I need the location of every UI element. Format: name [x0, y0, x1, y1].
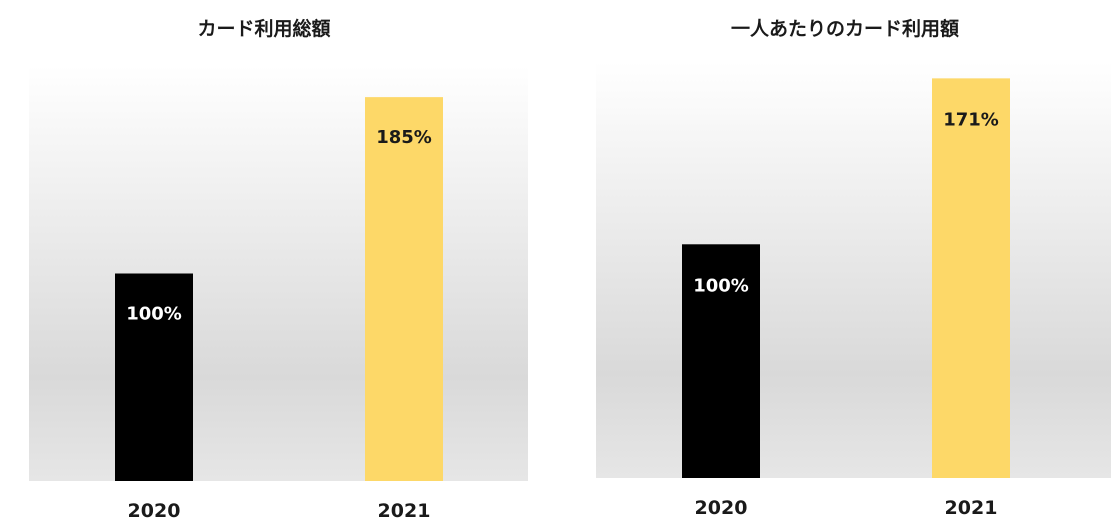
data-label-2020: 100%	[693, 275, 749, 296]
chart-title: 一人あたりのカード利用額	[731, 17, 959, 40]
bar-2020	[682, 244, 760, 478]
x-tick-label-2020: 2020	[695, 497, 748, 519]
bars: 100% 2020 185% 2021	[115, 97, 443, 522]
chart-title: カード利用総額	[197, 17, 330, 40]
data-label-2021: 185%	[376, 127, 432, 148]
chart-card-total-svg: カード利用総額 100% 2020 185% 2021	[29, 17, 528, 522]
bar-2021	[365, 97, 443, 481]
bar-2020	[115, 273, 193, 481]
x-tick-label-2021: 2021	[378, 500, 431, 522]
plot-area	[29, 66, 528, 481]
x-tick-label-2020: 2020	[128, 500, 181, 522]
chart-card-per-person: 一人あたりのカード利用額 100% 2020 171% 2021	[556, 0, 1111, 529]
data-label-2020: 100%	[126, 304, 182, 325]
chart-card-per-person-svg: 一人あたりのカード利用額 100% 2020 171% 2021	[596, 17, 1111, 519]
bar-2021	[932, 78, 1010, 478]
x-tick-label-2021: 2021	[945, 497, 998, 519]
bars: 100% 2020 171% 2021	[682, 78, 1010, 519]
chart-card-total: カード利用総額 100% 2020 185% 2021	[29, 17, 528, 522]
data-label-2021: 171%	[943, 109, 999, 130]
plot-area	[596, 62, 1111, 478]
